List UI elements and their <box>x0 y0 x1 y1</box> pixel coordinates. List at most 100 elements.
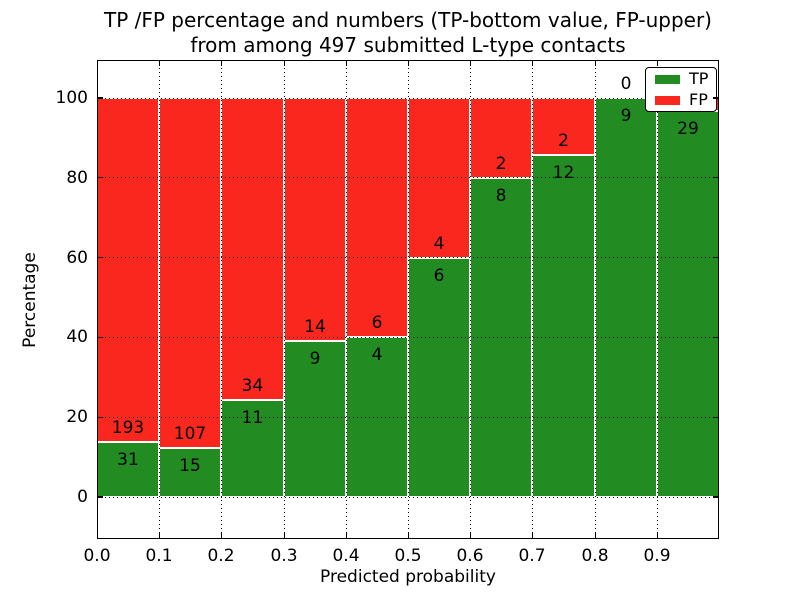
tp-bar-segment <box>221 399 284 497</box>
tp-count-label: 11 <box>241 407 264 428</box>
fp-bar-segment <box>221 98 284 400</box>
x-tick-label: 0.6 <box>456 546 484 566</box>
fp-bar-segment <box>470 98 532 178</box>
y-tick-label: 0 <box>77 487 88 507</box>
x-axis-label: Predicted probability <box>320 567 496 587</box>
top-tick <box>657 60 659 66</box>
fp-count-label: 2 <box>495 153 507 174</box>
tp-count-label: 31 <box>117 449 139 470</box>
y-tick-label: 20 <box>66 407 88 428</box>
fp-bar-segment <box>97 98 159 442</box>
fp-bar-segment <box>159 98 221 448</box>
right-tick <box>713 177 719 179</box>
top-tick <box>159 60 161 66</box>
chart-title: TP /FP percentage and numbers (TP-bottom… <box>97 8 719 58</box>
x-tick-label: 0.1 <box>145 546 173 566</box>
tp-bar-segment <box>97 441 159 497</box>
fp-count-label: 193 <box>111 417 145 438</box>
tp-count-label: 29 <box>677 119 699 140</box>
top-tick <box>97 60 99 66</box>
x-tick-label: 0.8 <box>581 546 609 566</box>
left-tick <box>97 416 103 418</box>
y-axis-label: Percentage <box>20 252 40 348</box>
vertical-gridline <box>532 60 533 539</box>
plot-area: 1933110715341114964462821209129 TP FP <box>97 60 719 539</box>
bottom-tick <box>97 533 99 539</box>
top-tick <box>221 60 223 66</box>
fp-bar-segment <box>532 98 595 155</box>
left-tick <box>97 496 103 498</box>
tp-bar-segment <box>408 257 470 497</box>
left-tick <box>97 177 103 179</box>
right-tick <box>713 97 719 99</box>
tp-count-label: 9 <box>620 106 632 126</box>
tp-count-label: 15 <box>179 455 201 476</box>
vertical-gridline <box>408 60 409 539</box>
top-tick <box>470 60 472 66</box>
chart-title-line2: from among 497 submitted L-type contacts <box>190 33 626 57</box>
y-tick-label: 80 <box>66 167 88 188</box>
top-tick <box>532 60 534 66</box>
y-tick-label: 100 <box>55 88 88 108</box>
fp-bar-segment <box>284 98 346 341</box>
bottom-tick <box>595 533 597 539</box>
top-tick <box>408 60 410 66</box>
fp-count-label: 34 <box>241 375 264 396</box>
tp-count-label: 9 <box>309 348 321 369</box>
vertical-gridline <box>657 60 658 539</box>
tp-bar-segment <box>657 111 719 497</box>
fp-legend-swatch <box>655 95 680 105</box>
vertical-gridline <box>595 60 596 539</box>
x-tick-label: 0.9 <box>643 546 671 566</box>
bottom-tick <box>346 533 348 539</box>
tp-bar-segment <box>532 155 595 497</box>
right-tick <box>713 336 719 339</box>
legend-label-tp: TP <box>689 69 709 88</box>
x-tick-label: 0.7 <box>518 546 546 566</box>
tp-count-label: 4 <box>371 345 383 366</box>
legend: TP FP <box>645 67 717 112</box>
fp-bar-segment <box>346 98 408 338</box>
left-tick <box>97 336 103 339</box>
bottom-tick <box>532 533 534 539</box>
chart-title-line1: TP /FP percentage and numbers (TP-bottom… <box>104 8 712 32</box>
x-tick-label: 0.0 <box>83 546 111 566</box>
bottom-tick <box>470 533 472 539</box>
tp-count-label: 12 <box>552 163 575 183</box>
left-tick <box>97 97 103 99</box>
bottom-tick <box>221 533 223 539</box>
right-tick <box>713 416 719 418</box>
fp-count-label: 0 <box>620 74 632 94</box>
y-tick-label: 40 <box>66 327 88 348</box>
bottom-tick <box>657 533 659 539</box>
tp-legend-swatch <box>655 74 680 84</box>
legend-item-fp: FP <box>655 92 716 108</box>
tp-count-label: 6 <box>433 265 445 286</box>
fp-count-label: 4 <box>433 233 445 254</box>
x-tick-label: 0.2 <box>207 546 235 566</box>
top-tick <box>284 60 286 66</box>
fp-count-label: 6 <box>371 313 383 334</box>
fp-count-label: 107 <box>173 423 207 444</box>
fp-count-label: 2 <box>558 131 569 151</box>
top-tick <box>346 60 348 66</box>
vertical-gridline <box>470 60 471 539</box>
legend-label-fp: FP <box>689 90 708 109</box>
x-tick-label: 0.4 <box>332 546 360 566</box>
vertical-gridline <box>159 60 160 539</box>
tp-bar-segment <box>595 98 657 497</box>
fp-count-label: 14 <box>304 316 326 337</box>
vertical-gridline <box>221 60 222 539</box>
bottom-tick <box>159 533 161 539</box>
right-tick <box>713 496 719 498</box>
top-tick <box>595 60 597 66</box>
vertical-gridline <box>284 60 285 539</box>
tp-bar-segment <box>159 447 221 497</box>
tp-count-label: 8 <box>495 185 507 206</box>
tp-bar-segment <box>284 340 346 497</box>
x-tick-label: 0.5 <box>394 546 422 566</box>
vertical-gridline <box>346 60 347 539</box>
left-tick <box>97 256 103 259</box>
bottom-tick <box>408 533 410 539</box>
